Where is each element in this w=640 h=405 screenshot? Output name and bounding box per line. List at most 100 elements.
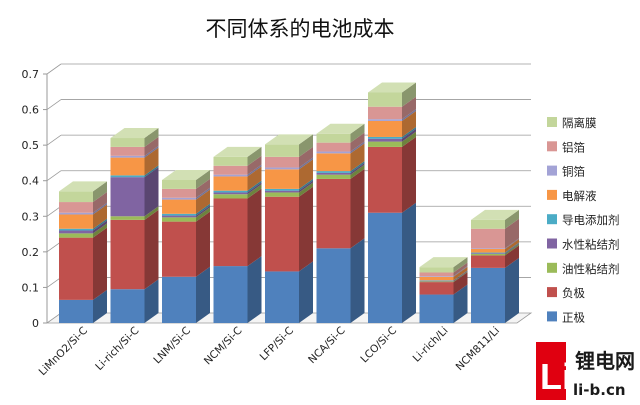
- bar-segment: [368, 92, 402, 107]
- bar-segment-side: [453, 270, 468, 281]
- legend-swatch: [547, 189, 557, 200]
- bar-segment: [265, 167, 299, 170]
- legend-label: 负极: [562, 286, 585, 300]
- bar-segment: [110, 216, 145, 220]
- bar-segment-side: [247, 166, 262, 191]
- bar-stack: [265, 134, 313, 323]
- bar-segment: [213, 174, 248, 177]
- bar-segment-side: [453, 266, 468, 281]
- bar-segment: [471, 249, 505, 253]
- y-tick-label: 0.6: [22, 104, 40, 117]
- bar-segment-side: [144, 209, 159, 290]
- bar-segment-side: [453, 262, 468, 277]
- bars: [59, 82, 519, 323]
- bar-segment-side: [196, 187, 210, 200]
- bar-segment-side: [247, 256, 262, 323]
- y-tick-label: 0.5: [22, 139, 40, 152]
- x-axis-ticks: LiMnO2/Si-C Li-rich/Si-C LNM/Si-C NCM/Si-C L…: [37, 325, 503, 379]
- legend-label: 铝箔: [562, 140, 585, 154]
- x-tick-label: Li-rich/Si-C: [93, 325, 141, 373]
- bar-segment-side: [453, 266, 468, 277]
- x-tick-label: NCM811/Li: [454, 325, 503, 374]
- gridline-diagonal: [46, 277, 62, 288]
- legend-label: 电解液: [562, 189, 597, 203]
- bar-segment: [419, 267, 454, 273]
- bar-segment-side: [196, 203, 210, 216]
- bar-segment: [368, 119, 402, 121]
- bar-segment: [368, 146, 402, 213]
- bar-segment-side: [505, 209, 519, 229]
- bar-segment: [316, 171, 351, 173]
- bar-segment: [419, 280, 454, 281]
- bar-segment: [110, 138, 145, 147]
- bar-segment: [162, 199, 196, 214]
- legend-swatch: [547, 287, 557, 298]
- bar-segment: [265, 188, 299, 191]
- legend-label: 铜箔: [562, 165, 585, 179]
- bar-top: [162, 170, 210, 181]
- y-tick-label: 0.4: [22, 175, 40, 188]
- bar-segment: [316, 248, 351, 323]
- y-axis-ticks: 0 0.1 0.2 0.3 0.4 0.5 0.6 0.7: [22, 68, 40, 330]
- bar-segment: [471, 219, 505, 229]
- bar-top: [471, 209, 519, 220]
- bar-segment-side: [247, 146, 262, 166]
- bar-segment: [265, 192, 299, 197]
- bar-segment-side: [350, 132, 365, 152]
- bar-segment-side: [402, 126, 416, 139]
- bar-segment: [471, 228, 505, 249]
- bar-segment: [213, 190, 248, 193]
- bar-segment: [162, 180, 196, 189]
- y-tick-label: 0.7: [22, 68, 40, 81]
- bar-segment: [110, 177, 145, 217]
- bar-segment-side: [299, 146, 313, 168]
- bar-segment: [419, 276, 454, 281]
- bar-segment-side: [350, 123, 365, 143]
- bar-segment: [162, 217, 196, 222]
- bar-stack: [162, 170, 210, 323]
- bar-segment-side: [93, 223, 107, 238]
- bar-segment: [110, 146, 145, 156]
- bar-segment: [59, 230, 93, 234]
- bar-segment-side: [453, 270, 468, 282]
- bar-segment-side: [299, 186, 313, 272]
- bar-segment: [162, 213, 196, 216]
- bar-segment-side: [299, 182, 313, 197]
- bar-segment-side: [144, 165, 159, 178]
- bar-segment: [471, 252, 505, 254]
- bar-segment-side: [144, 279, 159, 323]
- x-tick-label: NCA/Si-C: [306, 325, 347, 366]
- bar-segment: [110, 155, 145, 158]
- bar-segment: [162, 221, 196, 277]
- bar-segment: [162, 215, 196, 218]
- bar-segment-side: [505, 218, 519, 249]
- watermark-logo-mark: [536, 342, 566, 400]
- bar-segment-side: [247, 184, 262, 199]
- bar-segment-side: [453, 271, 468, 283]
- bar-segment-side: [93, 192, 107, 213]
- bar-segment-side: [93, 204, 107, 229]
- bar-segment: [368, 136, 402, 139]
- bar-segment-side: [93, 202, 107, 215]
- bar-segment: [59, 228, 93, 231]
- legend-swatch: [547, 262, 557, 273]
- bar-segment: [368, 120, 402, 137]
- bar-top: [110, 128, 159, 139]
- bar-segment-side: [350, 168, 365, 249]
- bar-segment-side: [402, 202, 416, 323]
- bar-segment: [419, 281, 454, 283]
- x-tick-label: LiMnO2/Si-C: [37, 325, 91, 379]
- bar-top: [59, 181, 107, 192]
- bar-segment-side: [350, 143, 365, 172]
- x-tick-label: Li-rich/Li: [411, 325, 451, 365]
- bar-segment: [213, 176, 248, 191]
- x-tick-label: LNM/Si-C: [151, 325, 193, 367]
- bar-segment-side: [196, 207, 210, 222]
- bar-segment-side: [144, 206, 159, 220]
- bar-segment: [162, 276, 196, 323]
- bar-segment: [316, 133, 351, 143]
- bar-segment: [368, 138, 402, 142]
- y-tick-label: 0: [32, 317, 39, 330]
- bar-segment: [471, 267, 505, 323]
- bar-segment-side: [93, 220, 107, 234]
